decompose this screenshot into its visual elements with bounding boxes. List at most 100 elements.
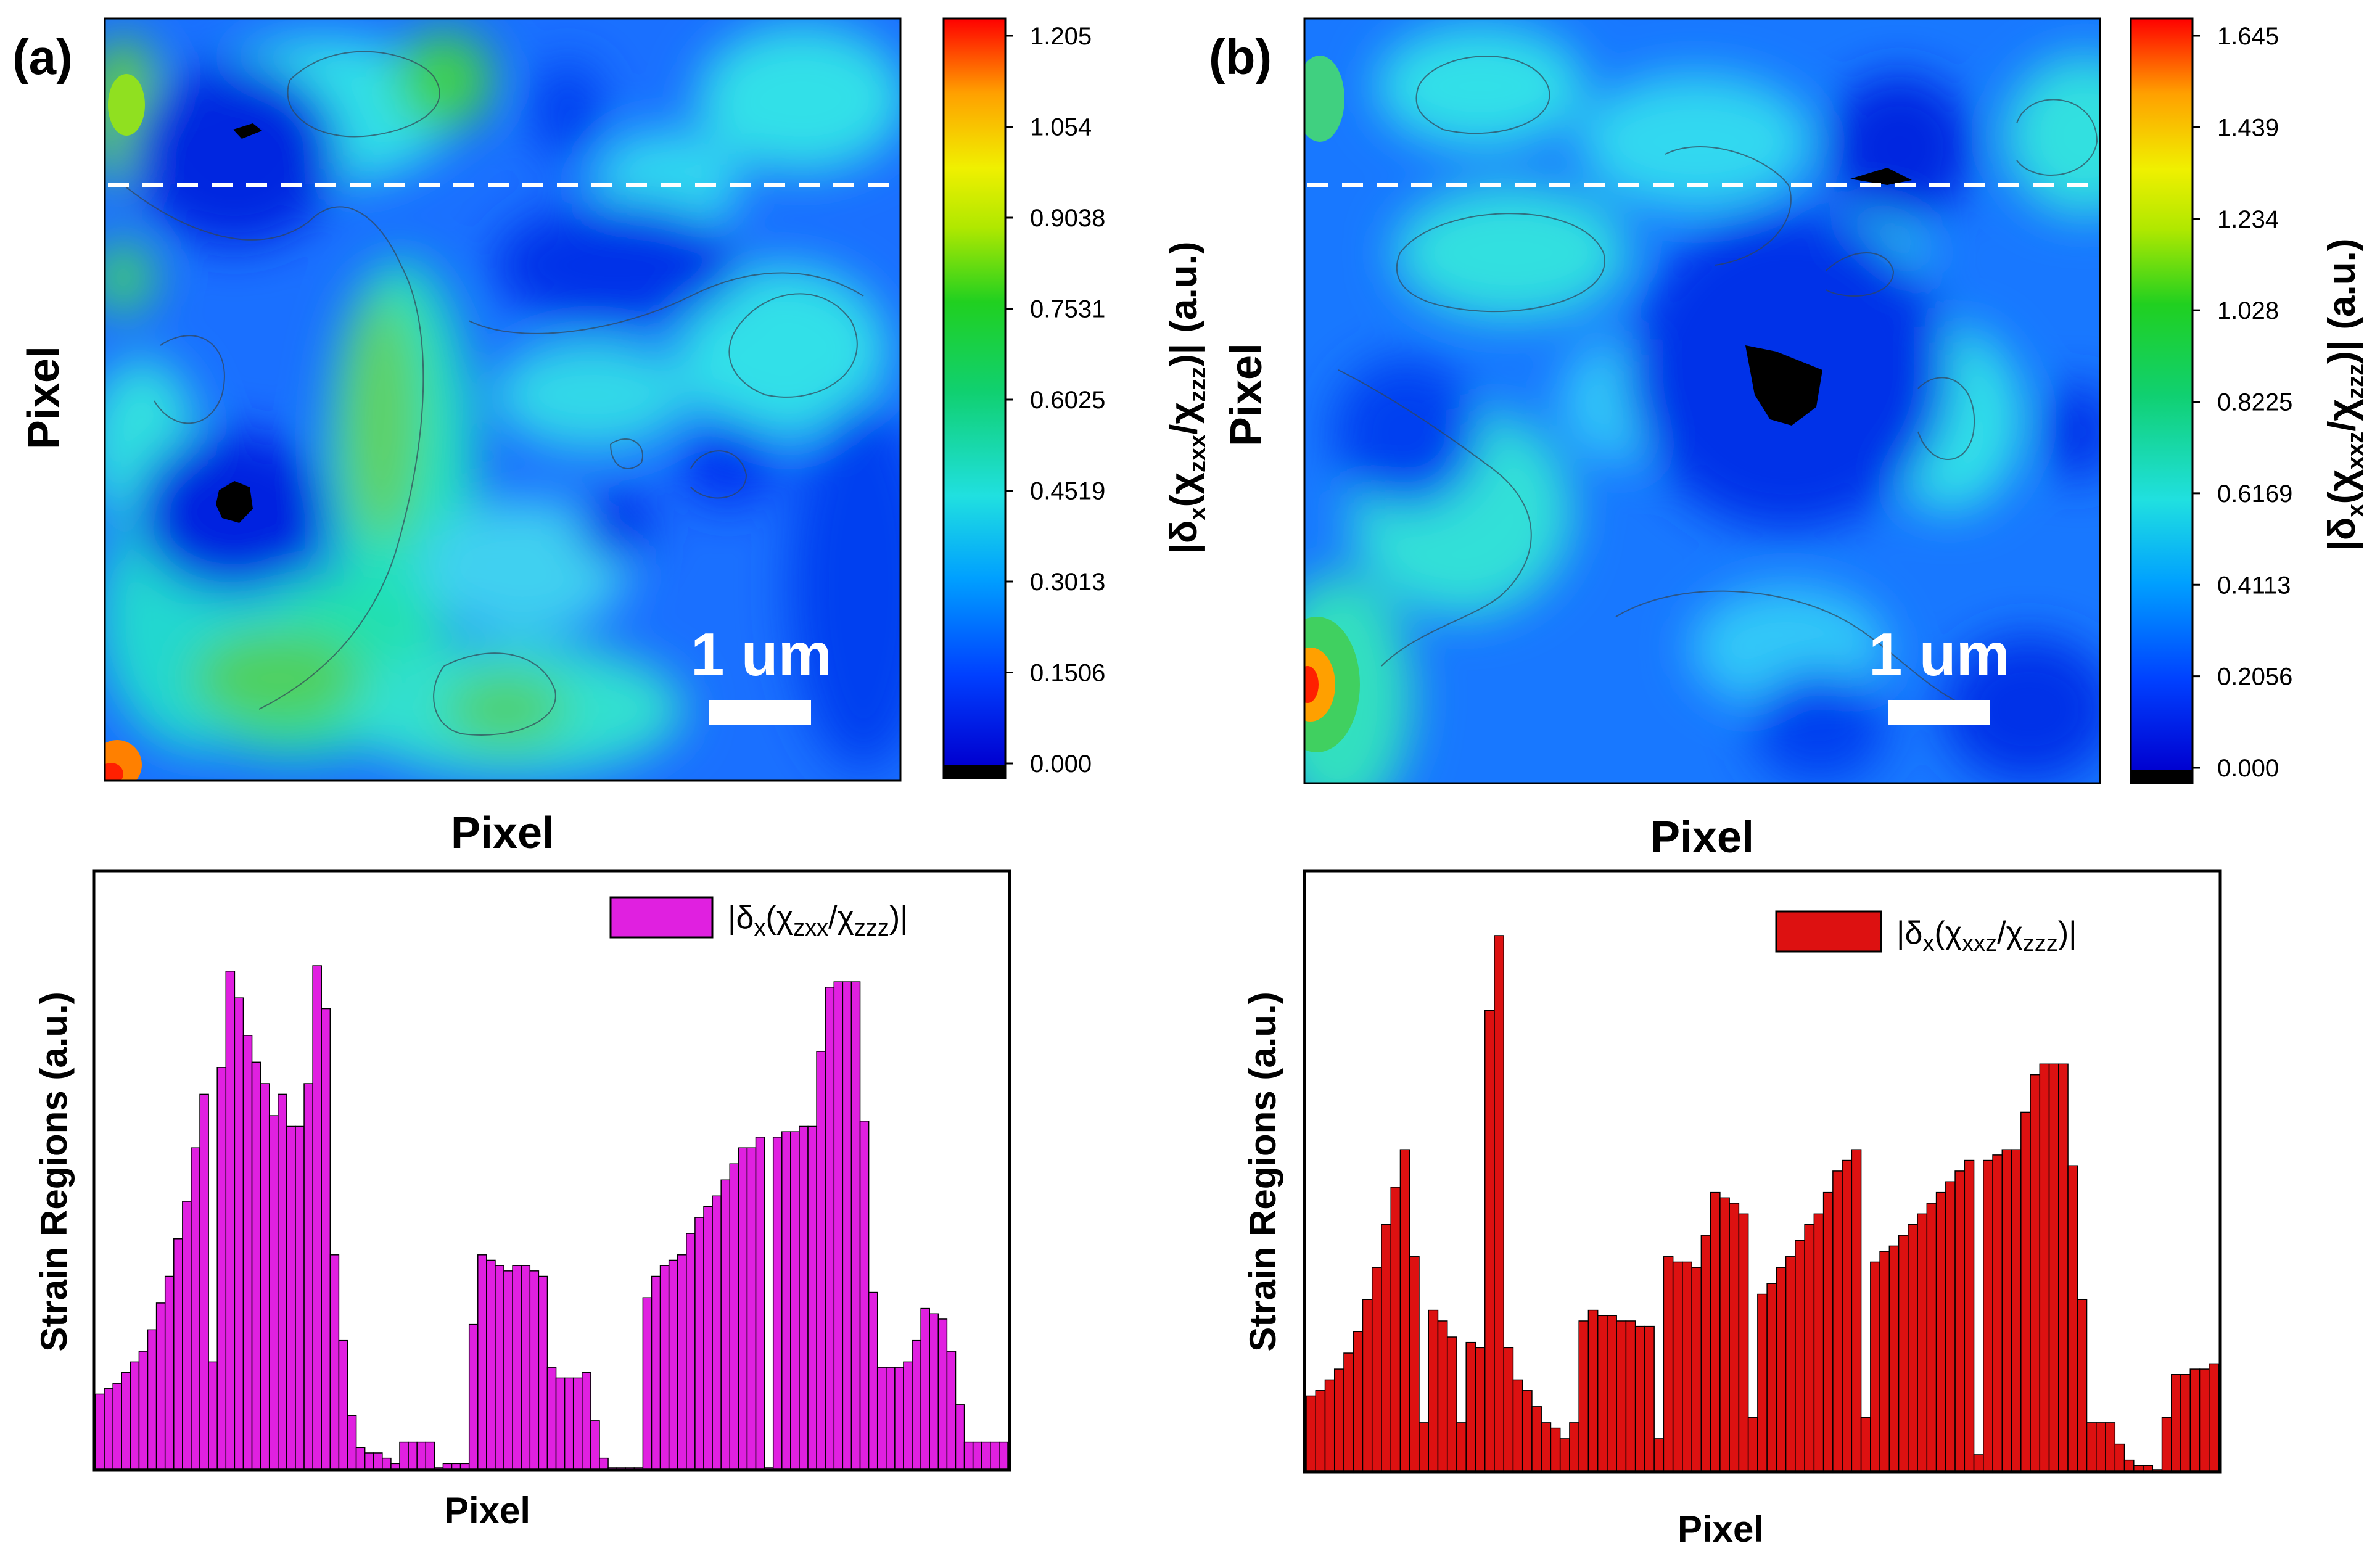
bar-chart-b-bar <box>1653 1438 1665 1471</box>
colorbar-a-tick-label: 0.000 <box>1030 751 1092 778</box>
bar-chart-b-bar <box>1306 1395 1316 1471</box>
colorbar-b-tick-label: 1.645 <box>2217 23 2279 50</box>
bar-chart-a-bar <box>799 1125 809 1470</box>
bar-chart-b-bar <box>2171 1374 2181 1471</box>
bar-a-legend-label: |δx(χzxx/χzzz)| <box>728 900 908 941</box>
bar-chart-a-bar <box>104 1388 113 1470</box>
colorbar-a-tick-label: 0.6025 <box>1030 387 1105 414</box>
bar-chart-a-bar <box>807 1125 817 1470</box>
colorbar-a-tick-label: 1.054 <box>1030 114 1092 141</box>
bar-chart-b-bar <box>2058 1063 2069 1471</box>
bar-b-xlabel: Pixel <box>1678 1508 1764 1550</box>
bar-chart-a-bar <box>738 1147 748 1470</box>
bar-chart-b-bar <box>1973 1454 1984 1471</box>
bar-chart-a-bar <box>582 1372 591 1470</box>
bar-chart-a-bar <box>95 1393 105 1470</box>
bar-chart-b-bar <box>1324 1379 1335 1471</box>
bar-chart-a-bar <box>729 1163 739 1470</box>
colorbar-b-tick-label: 0.6169 <box>2217 480 2292 508</box>
bar-chart-b-bar <box>2048 1063 2059 1471</box>
bar-chart-a-bar <box>503 1270 513 1470</box>
bar-chart-b-bar <box>1945 1181 1956 1471</box>
bar-chart-a-bar <box>373 1452 383 1470</box>
bar-chart-a-bar <box>251 1061 261 1470</box>
bar-chart-b-bar <box>2020 1111 2031 1471</box>
panel-b-map-ylabel: Pixel <box>1222 343 1271 446</box>
bar-chart-b-bar <box>1757 1293 1768 1471</box>
bar-a-legend-swatch <box>609 896 714 939</box>
bar-chart-b-bar <box>1550 1427 1561 1471</box>
bar-chart-a-bar <box>859 1121 870 1470</box>
bar-chart-a-bar <box>382 1457 392 1470</box>
bar-chart-b-bar <box>1917 1213 1928 1471</box>
bar-chart-a-bar <box>434 1467 444 1470</box>
bar-chart-b-bar <box>1898 1235 1909 1471</box>
bar-chart-b-bar <box>2001 1149 2012 1471</box>
bar-chart-b-bar <box>1822 1191 1834 1471</box>
bar-chart-b-bar <box>1587 1309 1599 1471</box>
bar-chart-a-bar <box>416 1441 427 1470</box>
colorbar-a-tick-label: 0.4519 <box>1030 478 1105 505</box>
bar-chart-a-bar <box>278 1093 287 1470</box>
bar-chart-a-bar <box>390 1463 400 1470</box>
bar-chart-a-bar <box>329 1254 340 1470</box>
bar-chart-b-bar <box>1964 1159 1975 1471</box>
bar-chart-b-bar <box>1860 1417 1871 1471</box>
panel-b-label: (b) <box>1209 30 1272 84</box>
bar-chart-a-bar <box>260 1083 270 1470</box>
panel-a-map-ylabel: Pixel <box>19 346 68 450</box>
bar-chart-b-bar <box>1597 1315 1608 1471</box>
bar-chart-a-bar <box>999 1441 1008 1470</box>
bar-chart-a-bar <box>130 1361 140 1470</box>
bar-chart-b-bar <box>1559 1438 1570 1471</box>
bar-chart-b-bar <box>1399 1149 1410 1471</box>
bar-chart-b-bar <box>1634 1325 1645 1471</box>
bar-chart-b-bar <box>1484 1010 1495 1471</box>
bar-chart-a-bar <box>529 1270 540 1470</box>
bar-chart-a-bar <box>546 1367 557 1470</box>
bar-a-xlabel: Pixel <box>444 1490 530 1531</box>
bar-chart-b-bar <box>2086 1422 2097 1471</box>
bar-chart-a-bar <box>572 1377 583 1470</box>
bar-chart-a-bar <box>720 1179 731 1470</box>
bar-chart-b-bar <box>1870 1261 1880 1471</box>
bar-chart-b-bar <box>2143 1465 2154 1471</box>
bar-chart-a-bar <box>694 1217 704 1470</box>
bar-chart-b-bar <box>1607 1315 1617 1471</box>
bar-chart-a-bar <box>755 1137 765 1470</box>
bar-chart-a-bar <box>451 1463 461 1470</box>
bar-chart-a-bar <box>208 1361 218 1470</box>
bar-chart-a-bar <box>963 1441 974 1470</box>
colorbar-b-tick-label: 1.439 <box>2217 114 2279 141</box>
bar-chart-b-bar <box>1851 1149 1862 1471</box>
bar-chart-a-bar <box>199 1093 209 1470</box>
colorbar-a-tick-label: 0.1506 <box>1030 660 1105 687</box>
bar-chart-b-bar <box>1644 1325 1655 1471</box>
bar-chart-a-bar <box>651 1275 661 1470</box>
bar-chart-a-bar <box>364 1452 374 1470</box>
bar-chart-a-bar <box>312 965 322 1470</box>
bar-chart-a-bar <box>399 1441 409 1470</box>
bar-chart-b-bar <box>1992 1154 2003 1471</box>
colorbar-b-tick-label: 1.234 <box>2217 206 2279 233</box>
bar-chart-b-bar <box>2199 1368 2210 1471</box>
bar-chart-b-bar <box>1908 1224 1918 1471</box>
bar-chart-a-bar <box>686 1233 696 1470</box>
bar-chart-b-bar <box>1625 1320 1636 1471</box>
bar-chart-a-bar <box>816 1051 826 1470</box>
bar-chart-a-bar <box>850 981 861 1470</box>
bar-chart-a-bar <box>616 1467 626 1470</box>
bar-chart-b-bar <box>1362 1299 1373 1471</box>
bar-chart-a-bar <box>242 1035 253 1470</box>
bar-chart-b-bar <box>1381 1224 1391 1471</box>
bar-chart-b-bar <box>1785 1256 1796 1471</box>
bar-chart-a-bar <box>164 1275 175 1470</box>
bar-chart-a-bar <box>781 1131 791 1470</box>
bar-chart-b-bar <box>2039 1063 2050 1471</box>
colorbar-a-tick-label: 0.3013 <box>1030 569 1105 596</box>
bar-chart-b-bar <box>2067 1165 2078 1471</box>
bar-chart-a-bar <box>355 1447 366 1470</box>
bar-chart-b-bar <box>1738 1213 1749 1471</box>
bar-chart-a-bar <box>712 1195 722 1470</box>
bar-b-legend-swatch <box>1775 910 1882 953</box>
